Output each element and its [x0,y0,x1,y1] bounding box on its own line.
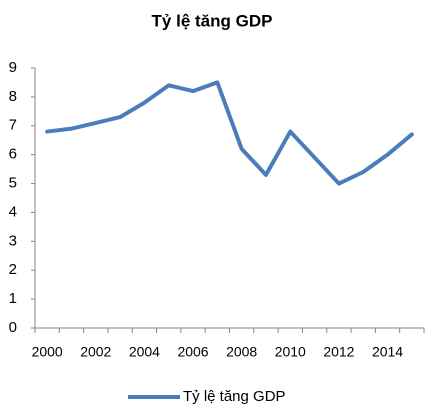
y-tick-label: 4 [9,203,17,220]
y-tick-label: 0 [9,319,17,336]
legend-label: Tỷ lệ tăng GDP [183,388,286,405]
y-tick-label: 7 [9,117,17,134]
x-tick-label: 2008 [226,344,257,360]
y-tick-label: 8 [9,88,17,105]
y-tick-label: 3 [9,232,17,249]
x-tick-label: 2004 [129,344,160,360]
y-tick-label: 1 [9,290,17,307]
x-tick-label: 2006 [177,344,208,360]
y-tick-label: 5 [9,175,17,192]
x-tick-label: 2002 [80,344,111,360]
x-tick-label: 2014 [372,344,403,360]
chart-title: Tỷ lệ tăng GDP [152,11,273,30]
y-tick-label: 6 [9,146,17,163]
y-tick-label: 9 [9,59,17,76]
x-tick-label: 2000 [32,344,63,360]
x-tick-label: 2010 [275,344,306,360]
x-tick-label: 2012 [323,344,354,360]
line-series [45,80,414,186]
y-tick-label: 2 [9,261,17,278]
